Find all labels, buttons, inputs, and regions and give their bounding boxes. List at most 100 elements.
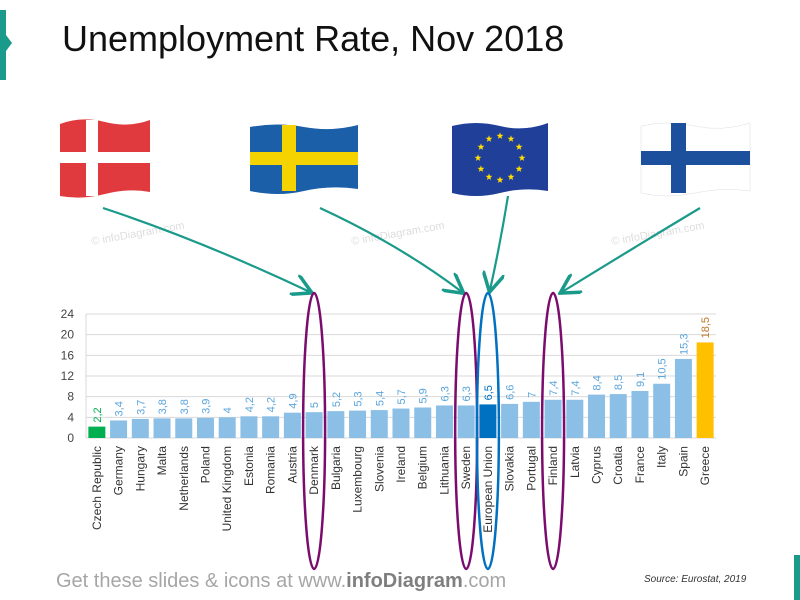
bar-croatia — [609, 394, 627, 438]
x-tick-label: Austria — [285, 446, 299, 484]
eu-star-icon — [518, 154, 526, 161]
x-tick-label: Poland — [198, 446, 212, 483]
data-label: 4,2 — [244, 397, 256, 412]
data-label: 9,1 — [635, 372, 647, 387]
data-label: 15,3 — [678, 334, 690, 355]
x-tick-label: Greece — [698, 446, 712, 486]
bar-greece — [696, 342, 714, 438]
x-tick-label: United Kingdom — [220, 446, 234, 531]
bar-european-union — [479, 404, 497, 438]
watermark: © infoDiagram.com — [90, 220, 185, 248]
data-label: 4 — [222, 407, 234, 413]
data-label: 5,7 — [396, 389, 408, 404]
bar-portugal — [522, 401, 540, 438]
x-tick-label: Slovenia — [372, 446, 386, 492]
data-label: 10,5 — [657, 358, 669, 379]
bar-slovenia — [370, 410, 388, 438]
arrow-denmark — [102, 206, 310, 292]
data-label: 3,8 — [157, 399, 169, 414]
data-label: 5,4 — [374, 391, 386, 406]
data-label: 5,9 — [418, 388, 430, 403]
eu-star-icon — [477, 165, 485, 172]
eu-star-icon — [515, 165, 523, 172]
eu-star-icon — [477, 143, 485, 150]
arrow-eu — [490, 195, 510, 290]
finland-flag-icon — [640, 122, 751, 197]
bar-hungary — [131, 418, 149, 438]
x-tick-label: Cyprus — [590, 446, 604, 484]
eu-star-icon — [485, 173, 493, 180]
bar-sweden — [457, 405, 475, 438]
bar-spain — [674, 358, 692, 438]
bar-cyprus — [588, 394, 606, 438]
data-label: 3,7 — [135, 400, 147, 415]
eu-star-icon — [485, 135, 493, 142]
highlight-ellipse — [475, 291, 501, 571]
arrow-sweden — [319, 207, 462, 292]
denmark-flag-icon — [60, 119, 150, 198]
bar-germany — [110, 420, 128, 438]
accent-tab — [0, 10, 12, 80]
x-tick-label: European Union — [481, 446, 495, 533]
bar-austria — [283, 412, 301, 438]
eu-star-icon — [515, 143, 523, 150]
bar-latvia — [566, 399, 584, 438]
highlight-ellipse — [540, 291, 566, 571]
x-tick-label: Denmark — [307, 445, 321, 495]
y-tick-label: 24 — [61, 307, 75, 321]
x-tick-label: Hungary — [133, 446, 147, 491]
bar-united-kingdom — [218, 417, 236, 438]
y-tick-label: 16 — [61, 348, 75, 362]
y-tick-label: 8 — [67, 390, 74, 404]
x-tick-label: Italy — [655, 446, 669, 468]
data-label: 5,2 — [331, 392, 343, 407]
bar-czech-republic — [88, 426, 106, 438]
bar-estonia — [240, 416, 258, 438]
eu-flag-icon — [452, 123, 548, 196]
data-label: 5 — [309, 402, 321, 408]
eu-star-icon — [474, 154, 482, 161]
x-tick-label: Croatia — [611, 446, 625, 485]
bar-belgium — [414, 407, 432, 438]
footer-brand: infoDiagram — [346, 570, 463, 592]
x-tick-label: Netherlands — [177, 446, 191, 511]
data-label: 6,6 — [505, 385, 517, 400]
x-tick-label: Estonia — [242, 446, 256, 486]
data-label: 5,3 — [353, 391, 365, 406]
bar-slovakia — [501, 403, 519, 438]
y-tick-label: 4 — [67, 410, 74, 424]
x-tick-label: Belgium — [416, 446, 430, 489]
bar-romania — [262, 416, 280, 438]
x-tick-label: Bulgaria — [329, 446, 343, 490]
x-tick-label: Latvia — [568, 446, 582, 478]
bar-malta — [153, 418, 171, 438]
data-label: 7,4 — [570, 380, 582, 395]
footer-link[interactable]: Get these slides & icons at www.infoDiag… — [56, 570, 506, 593]
accent-bar — [794, 555, 800, 600]
data-label: 6,5 — [483, 385, 495, 400]
data-label: 4,2 — [266, 397, 278, 412]
data-label: 18,5 — [700, 317, 712, 338]
data-label: 6,3 — [461, 386, 473, 401]
footer-prefix: Get these slides & icons at www. — [56, 570, 347, 592]
eu-star-icon — [496, 176, 504, 183]
data-label: 8,4 — [592, 375, 604, 390]
sweden-flag-icon — [250, 124, 358, 194]
arrow-finland — [562, 207, 701, 292]
y-tick-label: 12 — [61, 369, 75, 383]
data-label: 3,4 — [114, 401, 126, 416]
data-label: 3,9 — [200, 399, 212, 414]
x-tick-label: Portugal — [524, 446, 538, 491]
bar-france — [631, 390, 649, 438]
data-label: 7 — [526, 392, 538, 398]
x-tick-label: Spain — [676, 446, 690, 477]
eu-star-icon — [507, 135, 515, 142]
bar-ireland — [392, 408, 410, 438]
page-title: Unemployment Rate, Nov 2018 — [62, 18, 565, 59]
source-note: Source: Eurostat, 2019 — [644, 574, 747, 585]
highlight-ellipse — [301, 291, 327, 571]
x-tick-label: Ireland — [394, 446, 408, 483]
bar-netherlands — [175, 418, 193, 438]
data-label: 2,2 — [92, 407, 104, 422]
